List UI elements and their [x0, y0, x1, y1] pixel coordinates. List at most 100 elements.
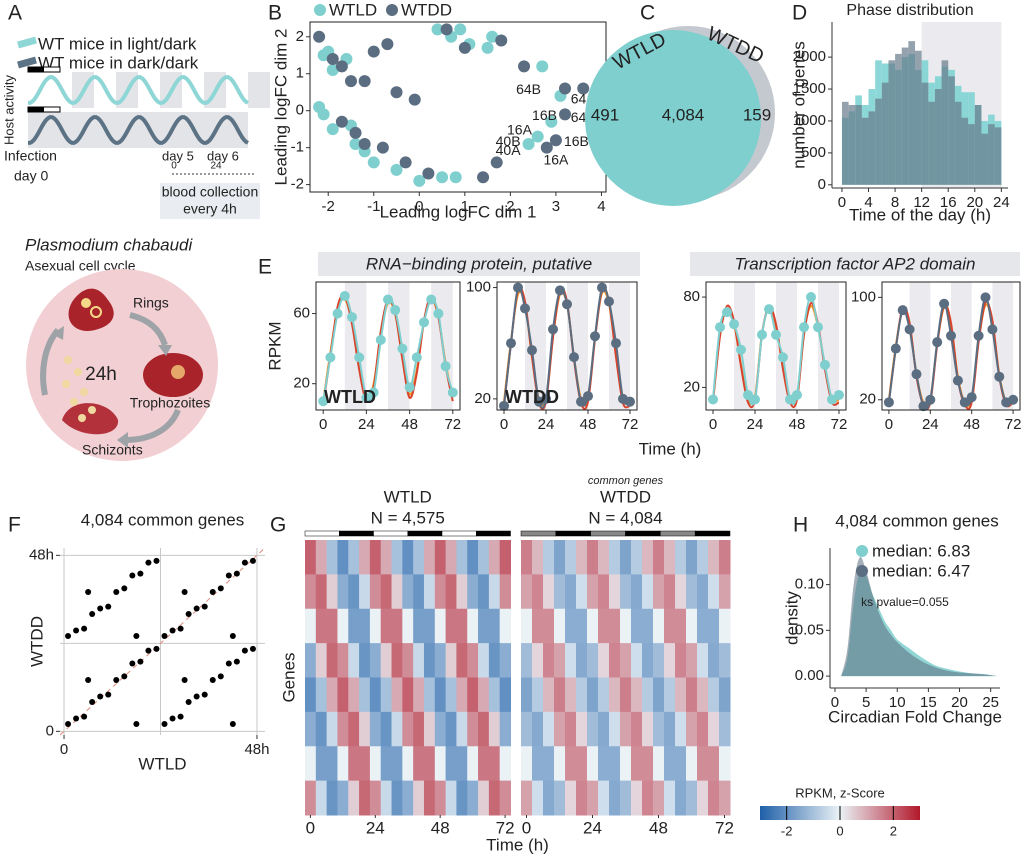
y-tick-label: 1: [296, 65, 304, 82]
x-tick-label: 0: [885, 416, 893, 433]
dark-bar: [28, 67, 44, 72]
heat-cell: [719, 540, 731, 575]
shade: [818, 282, 839, 410]
block-subtitle: N = 4,575: [371, 508, 445, 527]
heat-cell: [423, 677, 436, 713]
x-axis-label: Time of the day (h): [849, 205, 991, 224]
heat-cell: [467, 711, 479, 747]
point: [89, 611, 96, 617]
heat-cell: [697, 780, 709, 816]
heat-cell: [587, 574, 599, 610]
y-axis-label: Genes: [279, 652, 298, 702]
heat-cell: [609, 608, 621, 644]
point: [73, 715, 80, 722]
point: [201, 603, 208, 610]
heat-cell: [532, 643, 544, 678]
point: [520, 303, 530, 314]
heat-cell: [456, 574, 468, 610]
heat-cell: [686, 780, 698, 816]
point: [604, 296, 614, 307]
strip: [690, 252, 1020, 276]
heat-cell: [697, 711, 709, 747]
point-label: 16A: [543, 151, 569, 167]
x-axis-label: Time (h): [486, 835, 549, 854]
heat-cell: [434, 711, 447, 747]
point: [81, 625, 88, 632]
x-tick-label: 0: [831, 694, 839, 711]
x-tick-label: 24: [366, 818, 385, 837]
heat-cell: [467, 677, 479, 713]
panel-tag: WTLD: [324, 387, 376, 407]
lightdark-bar: [373, 530, 408, 537]
x-tick-label: 24: [358, 416, 375, 433]
y-tick-label: 0: [296, 102, 304, 119]
y-tick-label: 80: [683, 288, 700, 305]
label: Plasmodium chabaudi: [25, 235, 193, 254]
heat-cell: [488, 746, 501, 782]
legend-label: WTLD: [329, 0, 377, 19]
point: [408, 93, 421, 106]
block-title: WTDD: [600, 487, 651, 506]
heat-cell: [697, 746, 709, 782]
heat-cell: [532, 780, 544, 816]
shade: [734, 282, 755, 410]
heat-cell: [391, 574, 403, 610]
heat-cell: [664, 574, 676, 610]
heat-cell: [359, 677, 371, 713]
x-tick-label: 0: [522, 818, 531, 837]
heat-cell: [543, 574, 555, 610]
heat-cell: [478, 780, 490, 816]
panel-label: D: [792, 2, 807, 25]
heat-cell: [423, 608, 436, 644]
point: [121, 673, 128, 680]
point: [335, 115, 348, 128]
y-tick-label: 0.05: [795, 621, 824, 638]
heat-cell: [598, 540, 610, 575]
point: [381, 38, 394, 51]
bar: [981, 133, 989, 185]
heat-cell: [565, 746, 577, 782]
colorbar-tick-label: 2: [890, 823, 897, 838]
heat-cell: [719, 574, 731, 610]
x-tick-label: 72: [622, 416, 639, 433]
point: [477, 171, 490, 184]
point: [1008, 394, 1019, 405]
x-tick-label: 1: [461, 198, 469, 215]
y-tick-label: -2: [291, 176, 304, 193]
heat-cell: [402, 711, 414, 747]
point: [426, 294, 437, 305]
point: [757, 329, 767, 340]
x-tick-label: 48: [580, 416, 597, 433]
point: [939, 298, 950, 309]
x-axis-label: Circadian Fold Change: [828, 707, 1002, 726]
x-tick-label: 20: [966, 194, 983, 211]
heat-cell: [467, 574, 479, 610]
heat-cell: [305, 643, 317, 678]
heat-cell: [305, 574, 317, 610]
point: [241, 559, 248, 566]
set-circle: [585, 30, 761, 206]
dark-period: [248, 72, 270, 108]
heat-cell: [532, 746, 544, 782]
heat-cell: [620, 746, 632, 782]
heat-cell: [402, 574, 414, 610]
point: [419, 317, 429, 328]
heat-cell: [576, 677, 588, 713]
y-axis-label: WTDD: [27, 616, 46, 667]
heat-cell: [653, 677, 665, 713]
heat-cell: [554, 780, 566, 816]
stage-label: Rings: [133, 295, 169, 311]
point: [169, 627, 176, 634]
heat-cell: [697, 608, 709, 644]
heat-cell: [456, 780, 468, 816]
bar: [928, 101, 935, 185]
bar: [901, 47, 909, 185]
lightdark-bar: [339, 530, 374, 537]
point: [181, 677, 188, 683]
point: [73, 627, 80, 634]
y-tick-label: 500: [801, 144, 826, 161]
heat-cell: [348, 677, 360, 713]
heat-cell: [521, 780, 533, 816]
heat-cell: [413, 574, 425, 610]
heat-cell: [587, 711, 599, 747]
